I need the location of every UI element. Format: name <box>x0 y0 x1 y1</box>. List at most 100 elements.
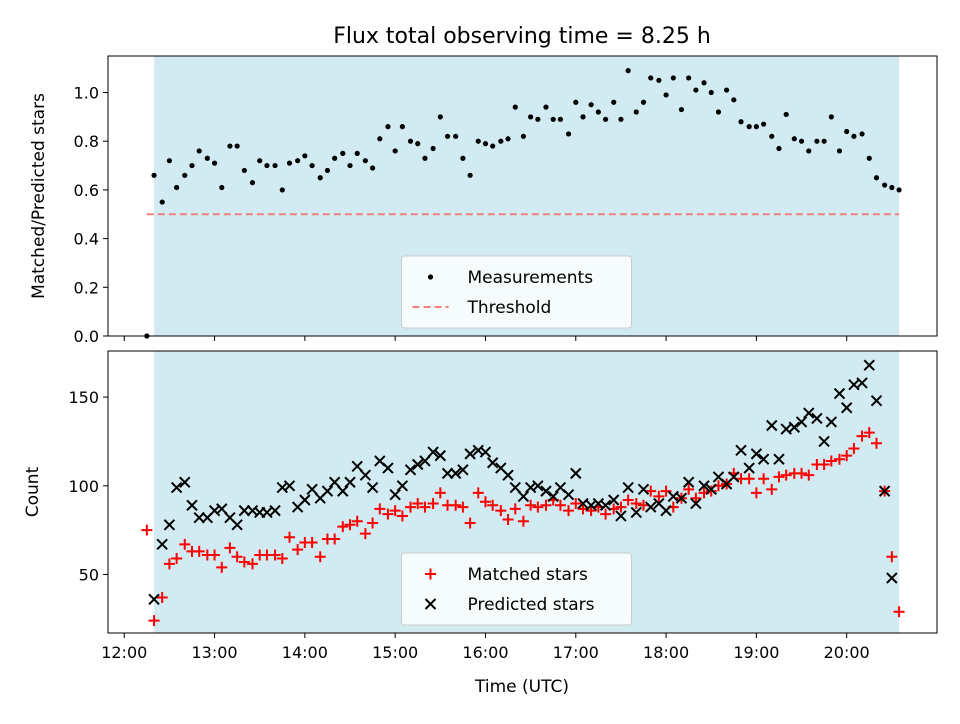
measurement-point <box>543 104 549 110</box>
matched-point <box>554 499 566 511</box>
predicted-point <box>870 394 883 407</box>
measurement-point <box>798 138 805 144</box>
matched-point <box>464 517 476 529</box>
measurement-point <box>783 111 789 118</box>
bottom-y-axis-label: Count <box>23 466 43 517</box>
measurement-point <box>272 162 278 169</box>
measurement-point <box>648 75 654 81</box>
matched-point <box>886 551 898 563</box>
predicted-point <box>299 494 311 506</box>
bottom-y-tick-label-150: 150 <box>68 388 99 407</box>
predicted-point <box>148 593 160 606</box>
matched-point <box>412 498 424 510</box>
matched-point <box>743 473 755 485</box>
top-y-tick-label-0: 0.0 <box>74 327 99 346</box>
measurement-point <box>535 116 541 122</box>
matched-point <box>803 469 815 481</box>
matched-point <box>653 490 665 502</box>
predicted-point <box>441 467 454 480</box>
matched-point <box>563 505 575 517</box>
matched-point <box>630 498 642 510</box>
measurement-point <box>347 162 353 169</box>
top-y-tick-label-0-6: 0.6 <box>74 181 99 200</box>
matched-point <box>216 561 228 573</box>
matched-point <box>487 499 499 511</box>
measurement-point <box>286 160 293 166</box>
matched-point <box>502 513 514 525</box>
measurement-point <box>821 138 827 144</box>
predicted-point <box>283 480 296 492</box>
predicted-point <box>321 485 334 497</box>
measurement-point <box>656 77 662 83</box>
measurement-point <box>844 128 850 135</box>
legend-label: Matched stars <box>468 565 588 585</box>
predicted-point <box>682 476 695 488</box>
measurement-point <box>602 116 609 122</box>
measurement-point <box>182 172 188 178</box>
predicted-point <box>863 359 875 371</box>
predicted-point <box>660 504 672 517</box>
predicted-point <box>840 402 853 414</box>
predicted-point <box>818 435 830 448</box>
matched-point <box>690 492 702 504</box>
matched-point <box>833 453 845 465</box>
predicted-point <box>750 448 763 460</box>
legend-label: Predicted stars <box>468 595 595 615</box>
matched-point <box>457 501 469 513</box>
matched-point <box>450 499 462 511</box>
predicted-point <box>382 462 394 474</box>
matched-point <box>517 515 529 527</box>
measurement-point <box>241 167 247 174</box>
matched-point <box>359 528 371 540</box>
predicted-point <box>328 476 341 488</box>
predicted-point <box>788 421 801 433</box>
matched-point <box>863 427 875 439</box>
predicted-point <box>419 455 431 467</box>
measurement-point <box>557 116 564 122</box>
measurement-point <box>595 109 601 115</box>
legend-marker-measurements <box>427 274 434 280</box>
matched-point <box>351 515 363 527</box>
matched-point <box>337 521 349 533</box>
matched-point <box>209 549 221 561</box>
predicted-point <box>540 485 552 497</box>
measurement-point <box>385 124 391 130</box>
measurement-point <box>828 114 834 120</box>
predicted-point <box>728 471 740 483</box>
measurement-point <box>219 184 225 191</box>
predicted-point <box>675 492 688 504</box>
measurement-point <box>234 143 240 149</box>
measurement-point <box>295 158 301 164</box>
predicted-point <box>479 446 492 458</box>
top-series-1 <box>144 68 902 339</box>
predicted-point <box>502 469 514 481</box>
x-tick-label-18: 18:00 <box>643 643 689 662</box>
matched-point <box>374 503 386 515</box>
matched-point <box>683 483 695 495</box>
measurement-point <box>814 138 820 144</box>
measurement-point <box>633 109 639 115</box>
measurement-point <box>498 138 504 144</box>
measurement-point <box>444 133 451 139</box>
measurement-point <box>873 175 880 181</box>
predicted-point <box>179 476 191 488</box>
measurement-point <box>362 158 368 164</box>
measurement-point <box>708 89 714 96</box>
matched-point <box>329 533 341 545</box>
matched-point <box>314 551 326 563</box>
matched-point <box>163 558 175 570</box>
matched-point <box>284 531 296 543</box>
matched-point <box>156 592 168 604</box>
predicted-point <box>389 488 401 501</box>
bottom-panel: 50 100 150 Count 12:00 13:00 14:00 15:00 16:00 17… <box>23 351 938 662</box>
matched-point <box>148 615 160 627</box>
measurement-point <box>715 109 722 115</box>
matched-point <box>773 471 785 483</box>
matched-point <box>841 450 853 462</box>
measurement-point <box>264 162 270 169</box>
predicted-point <box>306 483 318 496</box>
measurement-point <box>354 150 360 156</box>
predicted-point <box>599 499 612 512</box>
